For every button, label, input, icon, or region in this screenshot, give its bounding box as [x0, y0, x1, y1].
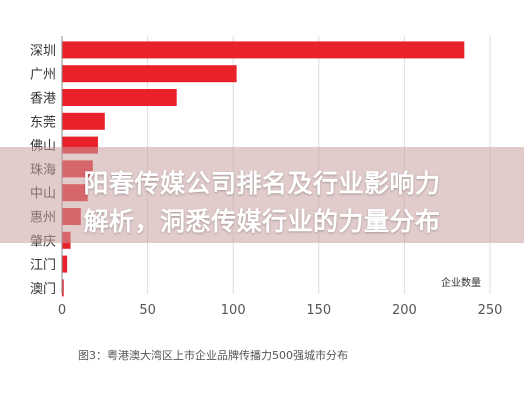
- x-tick-label: 0: [58, 303, 66, 318]
- title-overlay-band: [0, 147, 524, 243]
- bar: [62, 279, 64, 297]
- bar: [62, 255, 68, 273]
- overlay-title-line-1: 阳春传媒公司排名及行业影响力: [83, 169, 441, 198]
- category-label: 澳门: [30, 281, 56, 297]
- x-tick-label: 200: [392, 303, 417, 318]
- x-tick-labels: 0 50 100 150 200 250: [58, 303, 503, 318]
- bar: [62, 89, 177, 106]
- x-tick-label: 250: [478, 303, 503, 318]
- category-label: 江门: [30, 258, 56, 273]
- x-tick-label: 50: [139, 303, 156, 318]
- category-label: 香港: [30, 92, 56, 107]
- figure-caption: 图3：粤港澳大湾区上市企业品牌传播力500强城市分布: [78, 349, 348, 362]
- overlay-title-line-2: 解析，洞悉传媒行业的力量分布: [83, 207, 441, 236]
- category-label: 广州: [30, 68, 56, 83]
- bar: [62, 65, 237, 83]
- category-label: 深圳: [30, 44, 56, 59]
- legend-label: 企业数量: [441, 276, 481, 289]
- bar: [62, 112, 105, 130]
- category-label: 东莞: [30, 115, 56, 130]
- x-tick-label: 150: [306, 303, 331, 318]
- bar: [62, 41, 465, 59]
- x-tick-label: 100: [221, 303, 246, 318]
